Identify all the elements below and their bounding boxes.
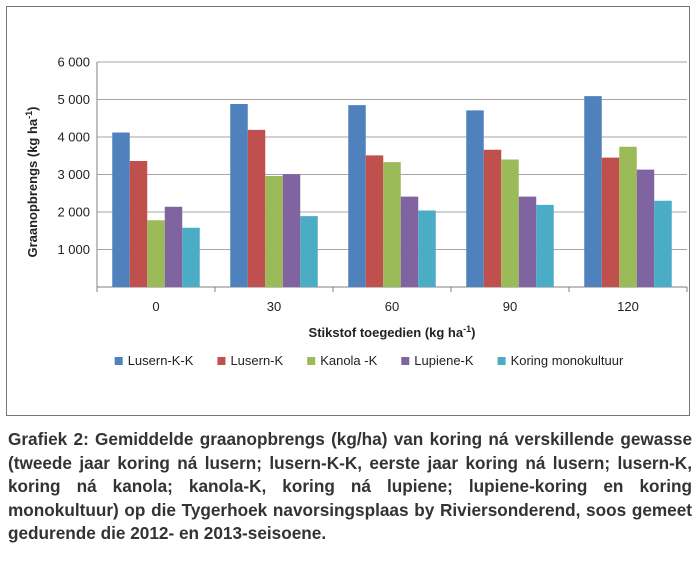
legend-swatch bbox=[217, 357, 226, 365]
y-tick-label: 1 000 bbox=[57, 242, 90, 257]
legend-label: Koring monokultuur bbox=[511, 353, 624, 368]
legend-label: Lusern-K bbox=[230, 353, 283, 368]
y-tick-label: 4 000 bbox=[57, 130, 90, 145]
chart-frame: 1 000 2 000 3 000 4 000 5 000 6 000 0 30 60 90 12… bbox=[6, 6, 690, 416]
bar bbox=[230, 104, 248, 287]
y-tick-label: 6 000 bbox=[57, 55, 90, 70]
bar bbox=[418, 210, 436, 287]
bar bbox=[536, 204, 554, 287]
x-tick-label: 90 bbox=[503, 299, 517, 314]
legend-item: Lusern-K bbox=[217, 353, 284, 368]
bar bbox=[164, 206, 183, 287]
y-axis-title-end: ) bbox=[25, 106, 40, 110]
y-axis-title: Graanopbrengs (kg ha-1) bbox=[24, 106, 40, 257]
legend-item: Lusern-K-K bbox=[114, 353, 194, 368]
bar bbox=[518, 196, 537, 287]
bar bbox=[348, 105, 366, 287]
bar bbox=[300, 216, 318, 287]
x-axis-title: Stikstof toegedien (kg ha-1) bbox=[309, 324, 476, 340]
bar bbox=[247, 129, 266, 287]
x-axis-title-sup: -1 bbox=[463, 324, 471, 334]
x-tick-label: 0 bbox=[152, 299, 159, 314]
bar bbox=[584, 96, 602, 287]
x-axis-title-main: Stikstof toegedien (kg ha bbox=[309, 325, 464, 340]
y-tick-labels: 1 000 2 000 3 000 4 000 5 000 6 000 bbox=[57, 55, 90, 258]
legend-swatch bbox=[307, 357, 316, 365]
bar bbox=[282, 174, 301, 287]
legend-swatch bbox=[114, 357, 123, 365]
bar bbox=[112, 132, 130, 287]
legend: Lusern-K-K Lusern-K Kanola -K Lupiene-K Kori… bbox=[114, 353, 624, 368]
bar bbox=[619, 146, 637, 287]
y-tick-label: 2 000 bbox=[57, 205, 90, 220]
bars bbox=[112, 96, 672, 287]
bar bbox=[147, 220, 165, 287]
bar bbox=[182, 227, 200, 287]
y-tick-label: 3 000 bbox=[57, 167, 90, 182]
bar bbox=[654, 200, 672, 287]
bar bbox=[365, 155, 384, 287]
legend-item: Koring monokultuur bbox=[497, 353, 624, 368]
bar bbox=[265, 176, 283, 287]
bar bbox=[501, 159, 519, 287]
legend-item: Kanola -K bbox=[307, 353, 378, 368]
bar bbox=[466, 110, 484, 287]
legend-label: Lupiene-K bbox=[414, 353, 474, 368]
legend-label: Lusern-K-K bbox=[128, 353, 194, 368]
bar bbox=[129, 161, 148, 287]
legend-swatch bbox=[497, 357, 506, 365]
y-tick-label: 5 000 bbox=[57, 92, 90, 107]
legend-label: Kanola -K bbox=[320, 353, 377, 368]
bar-chart: 1 000 2 000 3 000 4 000 5 000 6 000 0 30 60 90 12… bbox=[24, 55, 688, 368]
y-axis-title-sup: -1 bbox=[24, 111, 34, 119]
bar bbox=[400, 196, 419, 287]
x-tick-labels: 0 30 60 90 120 bbox=[152, 299, 638, 314]
x-tick-label: 30 bbox=[267, 299, 281, 314]
legend-item: Lupiene-K bbox=[401, 353, 474, 368]
y-axis-title-main: Graanopbrengs (kg ha bbox=[25, 118, 40, 257]
x-tick-label: 120 bbox=[617, 299, 639, 314]
x-axis-title-end: ) bbox=[471, 325, 475, 340]
legend-swatch bbox=[401, 357, 410, 365]
bar bbox=[601, 157, 620, 287]
bar bbox=[483, 149, 502, 287]
figure-caption: Grafiek 2: Gemiddelde graanopbrengs (kg/… bbox=[8, 429, 692, 543]
x-tick-label: 60 bbox=[385, 299, 399, 314]
bar bbox=[383, 162, 401, 287]
bar bbox=[636, 169, 655, 287]
